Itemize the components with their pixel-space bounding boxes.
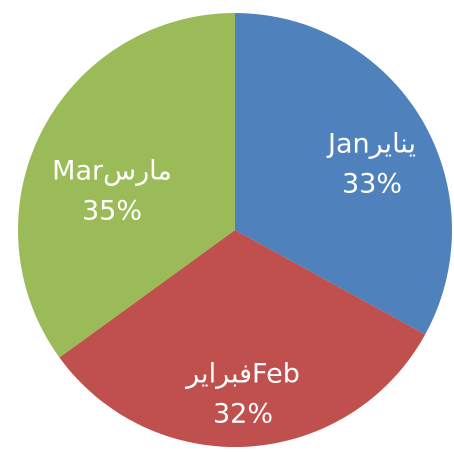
slice-category-label: Janيناير (326, 129, 416, 160)
pie-slice (17, 13, 236, 358)
slice-value-label: 32% (213, 399, 273, 430)
slice-value-label: 35% (82, 196, 142, 227)
pie-slice (59, 230, 426, 448)
pie-slice (235, 13, 452, 335)
slice-category-label: فبرايرFeb (184, 359, 300, 390)
slice-category-label: Marمارس (52, 156, 172, 187)
slice-value-label: 33% (342, 169, 402, 200)
